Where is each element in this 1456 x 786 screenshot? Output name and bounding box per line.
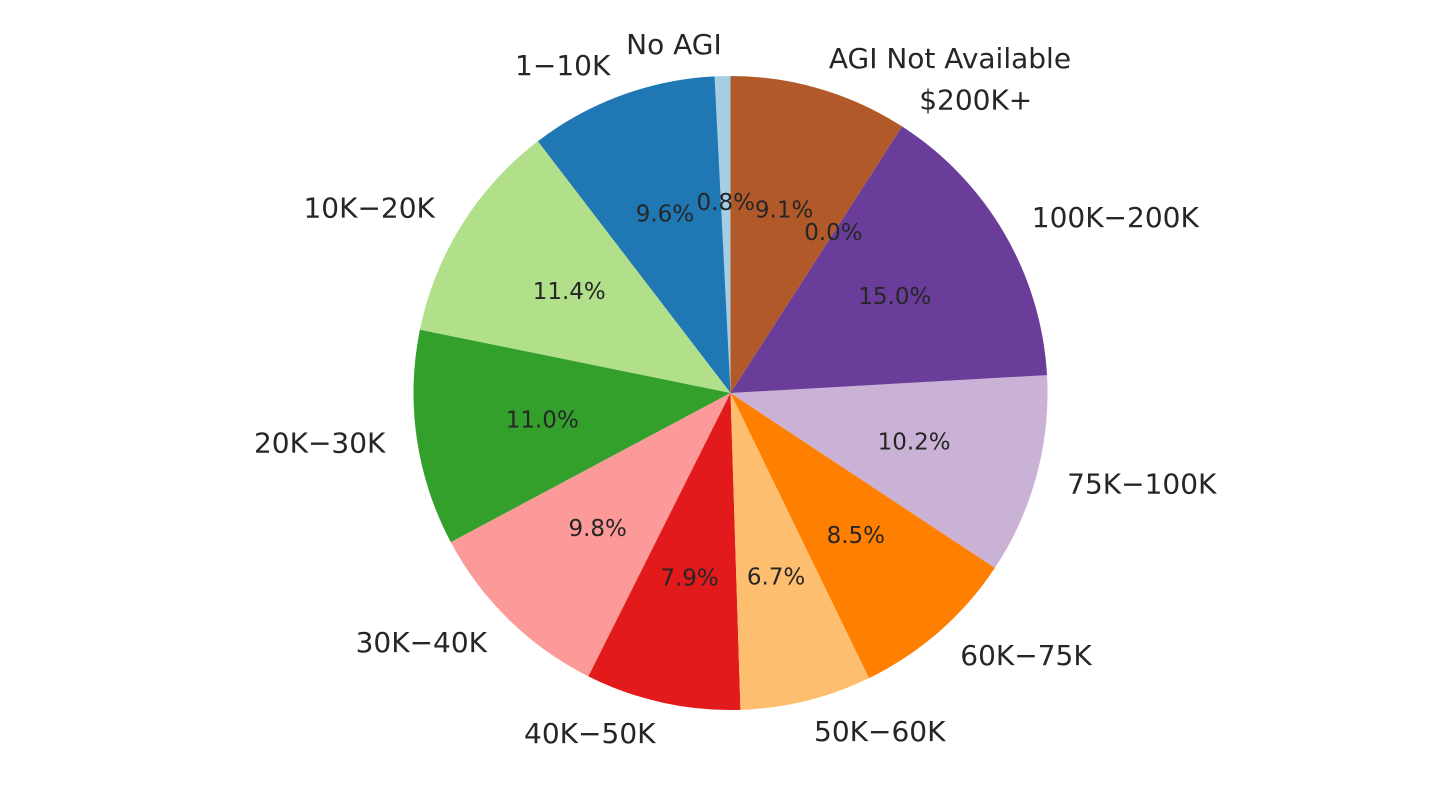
slice-percentage-label: 0.8%	[697, 190, 755, 216]
slice-category-label: 20K−30K	[254, 427, 386, 460]
slice-percentage-label: 9.6%	[636, 201, 694, 227]
slice-category-label: 40K−50K	[524, 717, 656, 750]
slice-category-label: $200K+	[919, 83, 1032, 116]
pie-slice	[730, 393, 870, 710]
pie-slices	[413, 76, 1048, 710]
slice-percentage-label: 6.7%	[747, 565, 805, 591]
slice-percentage-label: 10.2%	[878, 430, 951, 456]
pie-slice	[537, 76, 731, 393]
pie-slice	[714, 76, 731, 393]
pie-slice	[730, 126, 1047, 394]
slice-percentage-label: 15.0%	[858, 284, 931, 310]
slice-category-label: 75K−100K	[1067, 467, 1217, 500]
pie-slice	[413, 329, 731, 543]
slice-percentage-label: 11.4%	[533, 279, 606, 305]
slice-category-label: 1−10K	[515, 49, 611, 82]
slice-category-label: 60K−75K	[960, 639, 1092, 672]
slice-category-label: 50K−60K	[814, 715, 946, 748]
slice-percentage-label: 9.8%	[568, 516, 626, 542]
percentage-labels: 0.8%9.6% 11.4% 11.0% 9.8% 7.9% 6.7% 8.5% 10.2% 1…	[506, 190, 951, 592]
slice-category-label: AGI Not Available	[829, 42, 1071, 75]
slice-percentage-label: 8.5%	[827, 523, 885, 549]
pie-slice	[730, 393, 995, 679]
pie-slice	[730, 375, 1048, 568]
slice-percentage-label: 0.0%	[804, 220, 862, 246]
pie-slice	[730, 76, 903, 393]
slice-category-label: No AGI	[626, 28, 722, 61]
slice-percentage-label: 7.9%	[660, 566, 718, 592]
pie-slice	[450, 393, 731, 677]
slice-category-label: 30K−40K	[356, 626, 488, 659]
slice-category-label: 100K−200K	[1032, 201, 1200, 234]
slice-category-label: 10K−20K	[303, 192, 435, 225]
slice-percentage-label: 11.0%	[506, 407, 579, 433]
pie-slice	[419, 141, 731, 393]
slice-percentage-label: 9.1%	[755, 198, 813, 224]
pie-slice	[588, 393, 741, 710]
category-labels: No AGI 1−10K 10K−20K 20K−30K 30K−40K 40K−50K 5…	[254, 28, 1217, 750]
